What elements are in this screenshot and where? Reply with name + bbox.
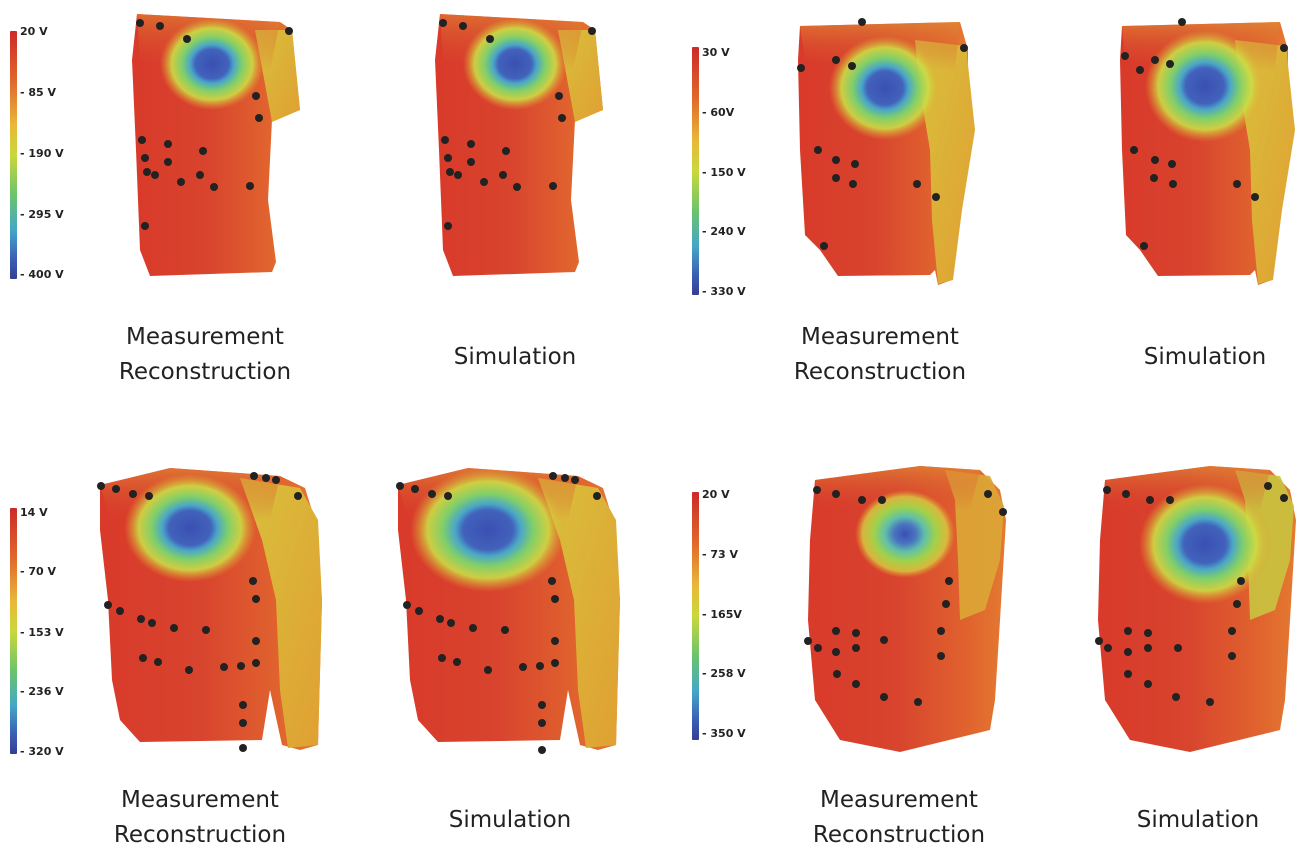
colorbar-label: - 240 V — [702, 225, 746, 238]
colorbar-label: - 165V — [702, 608, 742, 621]
colorbar-label: - 295 V — [20, 208, 64, 221]
caption-line: Reconstruction — [793, 359, 967, 385]
torso-render-7 — [804, 466, 1007, 752]
colorbar-label: - 60V — [702, 106, 735, 119]
caption-line: Measurement — [126, 324, 284, 350]
caption-simulation-4: Simulation — [1083, 803, 1296, 838]
caption-line: Simulation — [1136, 807, 1260, 833]
colorbar-label-max: 30 V — [702, 46, 730, 59]
caption-measurement-reconstruction-4: Measurement Reconstruction — [774, 783, 1024, 853]
caption-line: Simulation — [453, 344, 577, 370]
torso-render-2 — [435, 14, 603, 276]
colorbar-label-max: 14 V — [20, 506, 48, 519]
colorbar-label-max: 20 V — [20, 25, 48, 38]
caption-simulation-1: Simulation — [400, 340, 630, 375]
torso-render-8 — [1095, 466, 1296, 752]
colorbar-gradient — [692, 47, 699, 295]
colorbar-label: - 150 V — [702, 166, 746, 179]
colorbar-label: - 258 V — [702, 667, 746, 680]
colorbar-label: - 190 V — [20, 147, 64, 160]
colorbar-label-min: - 400 V — [20, 268, 64, 281]
colorbar-label: - 236 V — [20, 685, 64, 698]
caption-simulation-3: Simulation — [395, 803, 625, 838]
colorbar-label-max: 20 V — [702, 488, 730, 501]
caption-line: Simulation — [1143, 344, 1267, 370]
colorbar-label-min: - 350 V — [702, 727, 746, 740]
caption-measurement-reconstruction-3: Measurement Reconstruction — [75, 783, 325, 853]
torso-render-1 — [132, 14, 300, 276]
torso-render-5 — [97, 468, 322, 752]
caption-line: Measurement — [801, 324, 959, 350]
colorbar-label: - 73 V — [702, 548, 739, 561]
torso-render-4 — [1120, 18, 1295, 285]
caption-line: Measurement — [121, 787, 279, 813]
torso-render-6 — [396, 468, 620, 754]
colorbar-label-min: - 330 V — [702, 285, 746, 298]
caption-line: Simulation — [448, 807, 572, 833]
caption-measurement-reconstruction-2: Measurement Reconstruction — [755, 320, 1005, 390]
colorbar-gradient — [10, 31, 17, 279]
colorbar-label: - 70 V — [20, 565, 57, 578]
caption-line: Measurement — [820, 787, 978, 813]
colorbar-gradient — [692, 492, 699, 740]
caption-simulation-2: Simulation — [1090, 340, 1296, 375]
caption-measurement-reconstruction-1: Measurement Reconstruction — [80, 320, 330, 390]
caption-line: Reconstruction — [118, 359, 292, 385]
torso-render-3 — [797, 18, 975, 285]
colorbar-gradient — [10, 508, 17, 754]
colorbar-label-min: - 320 V — [20, 745, 64, 758]
colorbar-label: - 153 V — [20, 626, 64, 639]
colorbar-label: - 85 V — [20, 86, 57, 99]
caption-line: Reconstruction — [113, 822, 287, 848]
caption-line: Reconstruction — [812, 822, 986, 848]
